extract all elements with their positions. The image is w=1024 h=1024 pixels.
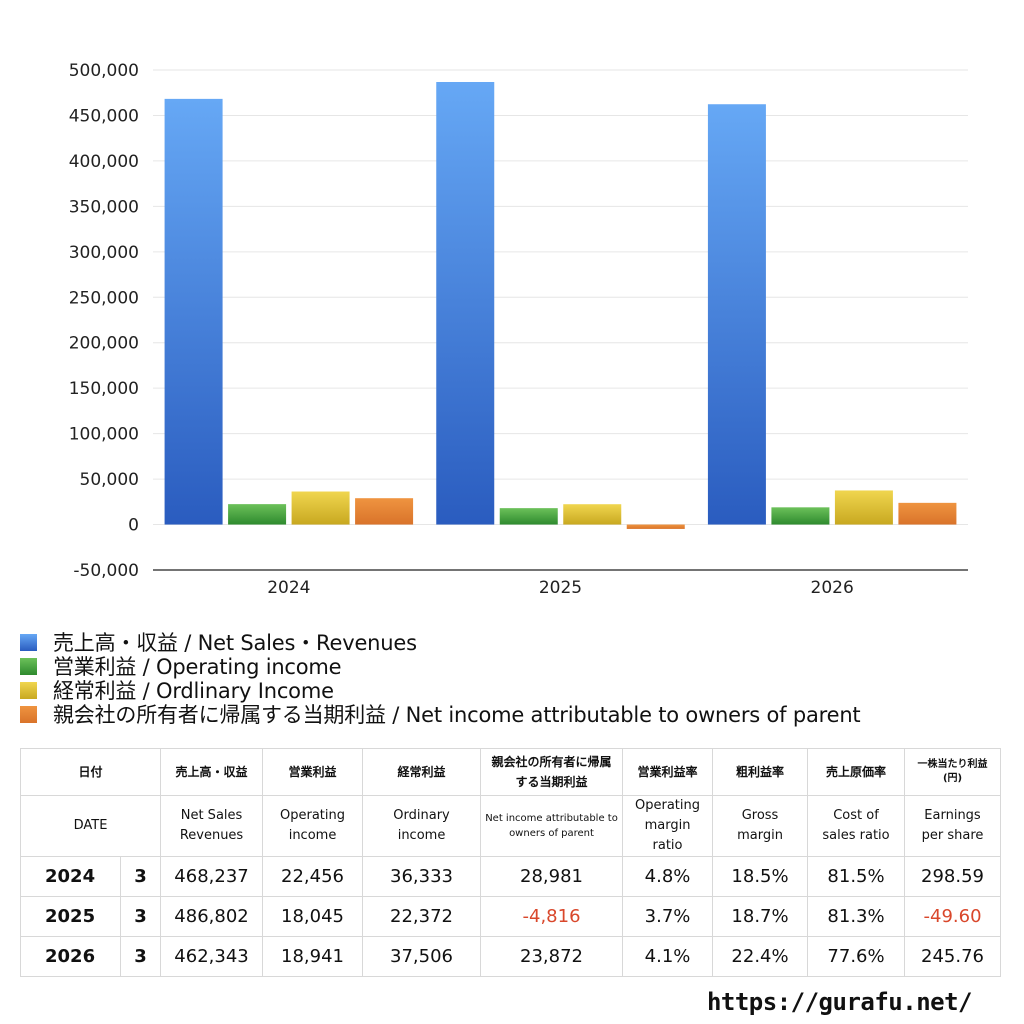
cell-gross-margin: 18.7% xyxy=(712,896,809,937)
cell-year: 2025 xyxy=(20,896,121,937)
legend-item-ordinary-income: 経常利益 / Ordlinary Income xyxy=(20,678,860,703)
y-tick-label: 350,000 xyxy=(69,197,139,217)
cell-ordinary-income: 36,333 xyxy=(362,856,482,897)
cell-ordinary-income: 37,506 xyxy=(362,936,482,977)
header-opm-en: Operating margin ratio xyxy=(622,795,714,857)
y-tick-label: 150,000 xyxy=(69,379,139,399)
table-row: 2024 3 468,237 22,456 36,333 28,981 4.8%… xyxy=(20,856,1002,897)
cell-month: 3 xyxy=(119,856,162,897)
cell-gross-margin: 18.5% xyxy=(712,856,809,897)
cell-year: 2026 xyxy=(20,936,121,977)
bar-2024-s3 xyxy=(355,498,414,525)
legend-label-net-income: 親会社の所有者に帰属する当期利益 / Net income attributab… xyxy=(53,703,861,727)
table-header-en: DATE Net Sales Revenues Operating income… xyxy=(19,795,1002,857)
y-tick-label: 300,000 xyxy=(69,243,139,263)
cell-eps: -49.60 xyxy=(904,896,1002,937)
header-eps-en: Earnings per share xyxy=(904,795,1002,857)
cell-operating-margin: 4.1% xyxy=(622,936,714,977)
cell-sales: 468,237 xyxy=(160,856,264,897)
legend-item-operating-income: 営業利益 / Operating income xyxy=(20,654,860,679)
y-tick-label: 400,000 xyxy=(69,152,139,172)
y-tick-label: 500,000 xyxy=(69,61,139,81)
cell-operating-margin: 3.7% xyxy=(622,896,714,937)
legend-label-operating-income: 営業利益 / Operating income xyxy=(53,655,342,679)
y-tick-label: 100,000 xyxy=(69,425,139,445)
header-op-en: Operating income xyxy=(262,795,364,857)
legend-label-net-sales: 売上高・収益 / Net Sales・Revenues xyxy=(53,631,417,655)
y-tick-label: 0 xyxy=(128,516,139,536)
cell-operating-income: 18,941 xyxy=(262,936,364,977)
cell-ordinary-income: 22,372 xyxy=(362,896,482,937)
cell-operating-income: 22,456 xyxy=(262,856,364,897)
legend-swatch-operating-income xyxy=(20,657,37,675)
header-opm-jp: 営業利益率 xyxy=(622,748,714,796)
header-net-jp: 親会社の所有者に帰属する当期利益 xyxy=(480,748,624,796)
cell-month: 3 xyxy=(119,936,162,977)
bar-2025-s0 xyxy=(436,81,495,525)
cell-sales: 486,802 xyxy=(160,896,264,937)
legend-item-net-sales: 売上高・収益 / Net Sales・Revenues xyxy=(20,630,860,655)
table-header-jp: 日付 売上高・収益 営業利益 経常利益 親会社の所有者に帰属する当期利益 営業利… xyxy=(19,748,1002,796)
cell-operating-margin: 4.8% xyxy=(622,856,714,897)
cell-net-income: 23,872 xyxy=(480,936,624,977)
cell-eps: 298.59 xyxy=(904,856,1002,897)
bar-2025-s2 xyxy=(563,504,622,525)
bar-chart: 500,000 450,000 400,000 350,000 300,000 250,0… xyxy=(69,61,968,598)
cell-operating-income: 18,045 xyxy=(262,896,364,937)
bar-2024-s2 xyxy=(291,491,350,525)
bar-2024-s0 xyxy=(164,98,223,525)
cell-cost-of-sales: 81.5% xyxy=(807,856,906,897)
cell-eps: 245.76 xyxy=(904,936,1002,977)
legend-swatch-net-sales xyxy=(20,633,37,651)
cell-sales: 462,343 xyxy=(160,936,264,977)
cell-cost-of-sales: 81.3% xyxy=(807,896,906,937)
y-tick-label: 50,000 xyxy=(80,470,139,490)
bar-2025-s3 xyxy=(626,524,685,529)
bar-2026-s2 xyxy=(834,490,893,525)
x-tick-label: 2026 xyxy=(811,578,854,598)
y-tick-label: 450,000 xyxy=(69,106,139,126)
cell-net-income: 28,981 xyxy=(480,856,624,897)
x-tick-label: 2024 xyxy=(267,578,310,598)
table-row: 2026 3 462,343 18,941 37,506 23,872 4.1%… xyxy=(20,936,1002,977)
cell-net-income: -4,816 xyxy=(480,896,624,937)
bar-2026-s0 xyxy=(707,104,766,525)
cell-year: 2024 xyxy=(20,856,121,897)
header-gm-en: Gross margin xyxy=(712,795,809,857)
table-row: 2025 3 486,802 18,045 22,372 -4,816 3.7%… xyxy=(20,896,1002,937)
header-cos-jp: 売上原価率 xyxy=(807,748,906,796)
header-eps-jp: 一株当たり利益(円) xyxy=(904,748,1002,796)
legend-swatch-net-income xyxy=(20,705,37,723)
bar-2026-s1 xyxy=(771,507,830,525)
header-sales-jp: 売上高・収益 xyxy=(160,748,264,796)
cell-month: 3 xyxy=(119,896,162,937)
legend-item-net-income: 親会社の所有者に帰属する当期利益 / Net income attributab… xyxy=(20,702,861,727)
y-tick-label: 250,000 xyxy=(69,288,139,308)
header-date-jp: 日付 xyxy=(19,748,162,796)
bar-2024-s1 xyxy=(228,504,287,525)
cell-cost-of-sales: 77.6% xyxy=(807,936,906,977)
header-sales-en: Net Sales Revenues xyxy=(160,795,264,857)
source-url[interactable]: https://gurafu.net/ xyxy=(706,988,973,1016)
header-cos-en: Cost of sales ratio xyxy=(807,795,906,857)
header-gm-jp: 粗利益率 xyxy=(712,748,809,796)
financial-table: 日付 売上高・収益 営業利益 経常利益 親会社の所有者に帰属する当期利益 営業利… xyxy=(19,748,1002,977)
header-ord-en: Ordinary income xyxy=(362,795,482,857)
header-ord-jp: 経常利益 xyxy=(362,748,482,796)
bar-2025-s1 xyxy=(499,508,558,525)
header-net-en: Net income attributable to owners of par… xyxy=(480,795,624,857)
header-date-en: DATE xyxy=(19,795,162,857)
cell-gross-margin: 22.4% xyxy=(712,936,809,977)
bar-2026-s3 xyxy=(898,502,957,525)
y-tick-label: 200,000 xyxy=(69,334,139,354)
y-tick-label: -50,000 xyxy=(73,561,139,581)
legend-label-ordinary-income: 経常利益 / Ordlinary Income xyxy=(53,679,334,703)
legend-swatch-ordinary-income xyxy=(20,681,37,699)
x-tick-label: 2025 xyxy=(539,578,582,598)
header-op-jp: 営業利益 xyxy=(262,748,364,796)
chart-legend: 売上高・収益 / Net Sales・Revenues 営業利益 / Opera… xyxy=(20,630,861,727)
